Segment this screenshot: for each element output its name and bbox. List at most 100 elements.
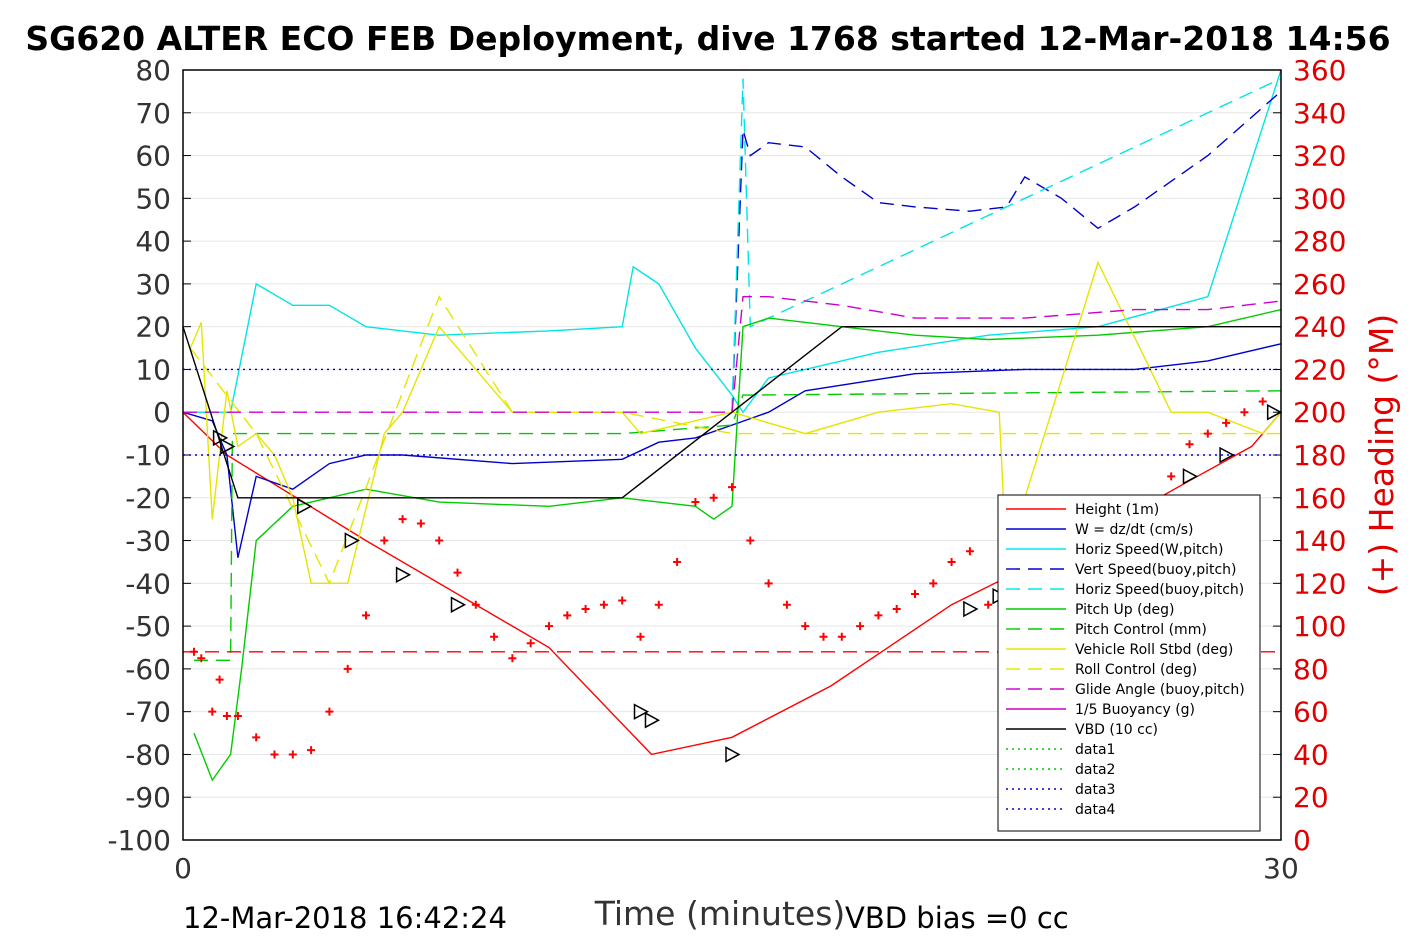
heading-point bbox=[1185, 440, 1194, 449]
triangle-marker bbox=[1266, 403, 1283, 421]
legend-label: Height (1m) bbox=[1075, 502, 1159, 518]
heading-point bbox=[380, 536, 389, 545]
legend-label: W = dz/dt (cm/s) bbox=[1075, 522, 1194, 538]
series-layer bbox=[182, 69, 1282, 782]
y-tick-label: -80 bbox=[125, 738, 171, 771]
y-right-tick-label: 180 bbox=[1293, 439, 1346, 472]
heading-point bbox=[856, 622, 865, 631]
heading-point bbox=[892, 605, 901, 613]
heading-point bbox=[270, 750, 279, 759]
heading-point bbox=[208, 707, 217, 716]
heading-point bbox=[362, 611, 370, 620]
chart-title: SG620 ALTER ECO FEB Deployment, dive 176… bbox=[25, 19, 1390, 58]
heading-point bbox=[222, 711, 231, 720]
legend-label: data2 bbox=[1075, 762, 1115, 778]
legend-label: Pitch Up (deg) bbox=[1075, 602, 1174, 618]
legend-label: VBD (10 cc) bbox=[1075, 722, 1158, 738]
heading-point bbox=[343, 664, 352, 673]
y-tick-label: 70 bbox=[135, 97, 171, 130]
legend-label: data3 bbox=[1075, 782, 1115, 798]
y-right-tick-label: 280 bbox=[1293, 225, 1346, 258]
y-tick-label: -10 bbox=[125, 439, 171, 472]
heading-point bbox=[233, 711, 242, 720]
x-axis-label: Time (minutes) bbox=[594, 894, 846, 933]
heading-point bbox=[288, 750, 297, 759]
heading-point bbox=[728, 483, 736, 492]
y-tick-label: 10 bbox=[135, 353, 171, 386]
legend-label: Vehicle Roll Stbd (deg) bbox=[1075, 642, 1233, 658]
heading-point bbox=[691, 498, 700, 507]
triangle-marker bbox=[1182, 468, 1199, 485]
legend-label: data1 bbox=[1075, 742, 1115, 758]
legend: Height (1m) W = dz/dt (cm/s) Horiz Speed(W… bbox=[997, 494, 1261, 832]
y-right-tick-label: 200 bbox=[1293, 396, 1346, 429]
y-tick-label: -60 bbox=[125, 653, 171, 686]
heading-point bbox=[837, 632, 846, 641]
legend-label: 1/5 Buoyancy (g) bbox=[1075, 702, 1195, 718]
heading-point bbox=[965, 547, 974, 556]
heading-point bbox=[1167, 472, 1176, 481]
heading-point bbox=[1203, 429, 1212, 438]
heading-point bbox=[709, 493, 718, 502]
legend-box bbox=[997, 494, 1261, 832]
y-right-tick-label: 120 bbox=[1293, 567, 1346, 600]
heading-point bbox=[252, 733, 261, 742]
heading-point bbox=[746, 536, 755, 545]
heading-point bbox=[416, 519, 425, 528]
y-right-tick-label: 60 bbox=[1293, 696, 1329, 729]
heading-point bbox=[673, 557, 682, 566]
legend-label: Roll Control (deg) bbox=[1075, 662, 1197, 678]
y-tick-label: -30 bbox=[125, 525, 171, 558]
heading-point bbox=[435, 536, 444, 545]
heading-point bbox=[874, 611, 883, 620]
heading-point bbox=[819, 632, 828, 641]
triangle-markers bbox=[212, 403, 1283, 763]
y-tick-label: -50 bbox=[125, 610, 171, 643]
heading-point bbox=[471, 600, 480, 609]
series-roll-control-deg bbox=[189, 295, 1281, 586]
heading-point bbox=[929, 579, 938, 588]
series-pitch-control-mm bbox=[194, 390, 1282, 661]
series-vert-speed-buoy-pitch bbox=[731, 90, 1282, 413]
y-right-tick-label: 220 bbox=[1293, 353, 1346, 386]
y-tick-label: -70 bbox=[125, 696, 171, 729]
legend-label: Horiz Speed(buoy,pitch) bbox=[1075, 582, 1244, 598]
y-right-tick-label: 140 bbox=[1293, 525, 1346, 558]
heading-point bbox=[764, 579, 773, 588]
y-right-axis-label: (+) Heading (°M) bbox=[1362, 314, 1401, 596]
y-tick-label: 20 bbox=[135, 311, 171, 344]
y-tick-label: 40 bbox=[135, 225, 171, 258]
heading-point bbox=[782, 600, 791, 609]
heading-point bbox=[563, 611, 572, 620]
series-vbd-10-cc bbox=[182, 326, 1281, 499]
triangle-marker bbox=[212, 429, 229, 447]
heading-point bbox=[490, 632, 499, 641]
y-tick-labels: 80 70 60 50 40 30 20 10 0 -10 -20 -30 -40 -50 -60 -70 -8… bbox=[107, 54, 171, 857]
heading-point bbox=[325, 707, 334, 716]
y-right-tick-labels: 3603403203002802602402202001801601401201… bbox=[1293, 54, 1346, 857]
series-height-1m bbox=[182, 411, 1282, 756]
plot-frame bbox=[182, 69, 1282, 841]
series-pitch-up-deg bbox=[193, 308, 1282, 782]
heading-point bbox=[801, 622, 810, 631]
heading-point bbox=[189, 647, 198, 656]
heading-point bbox=[398, 515, 407, 524]
heading-point bbox=[911, 590, 919, 599]
y-tick-label: -100 bbox=[107, 824, 171, 857]
legend-label: data4 bbox=[1075, 802, 1116, 818]
heading-point bbox=[1258, 397, 1267, 406]
legend-label: Pitch Control (mm) bbox=[1075, 622, 1207, 638]
y-right-tick-label: 20 bbox=[1293, 781, 1329, 814]
x-tick-label: 0 bbox=[174, 852, 192, 885]
heading-point bbox=[947, 557, 956, 566]
y-right-tick-label: 160 bbox=[1293, 482, 1346, 515]
heading-point bbox=[545, 622, 553, 631]
triangle-marker bbox=[450, 596, 467, 613]
bottom-right-vbd-bias: VBD bias =0 cc bbox=[845, 901, 1069, 935]
triangle-marker bbox=[344, 532, 360, 549]
y-right-tick-label: 300 bbox=[1293, 182, 1346, 215]
heading-point bbox=[197, 654, 206, 663]
triangle-marker bbox=[220, 438, 236, 455]
triangle-marker bbox=[963, 600, 979, 618]
